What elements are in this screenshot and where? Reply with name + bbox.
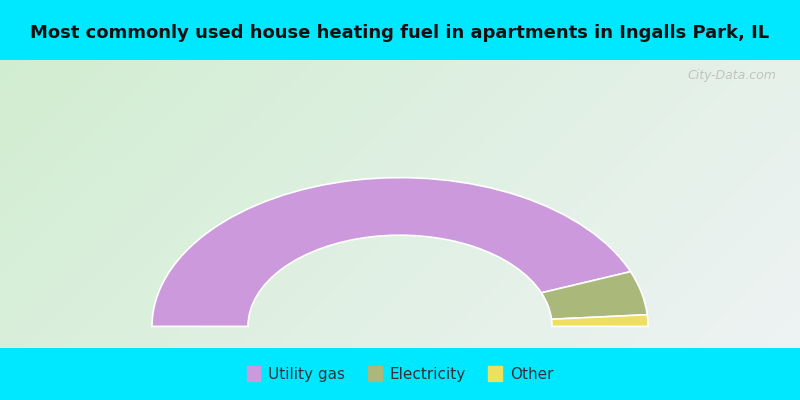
Wedge shape — [542, 272, 647, 319]
Wedge shape — [551, 315, 648, 326]
Text: Most commonly used house heating fuel in apartments in Ingalls Park, IL: Most commonly used house heating fuel in… — [30, 24, 770, 42]
Legend: Utility gas, Electricity, Other: Utility gas, Electricity, Other — [241, 360, 559, 388]
Text: City-Data.com: City-Data.com — [687, 69, 776, 82]
Wedge shape — [152, 178, 630, 326]
